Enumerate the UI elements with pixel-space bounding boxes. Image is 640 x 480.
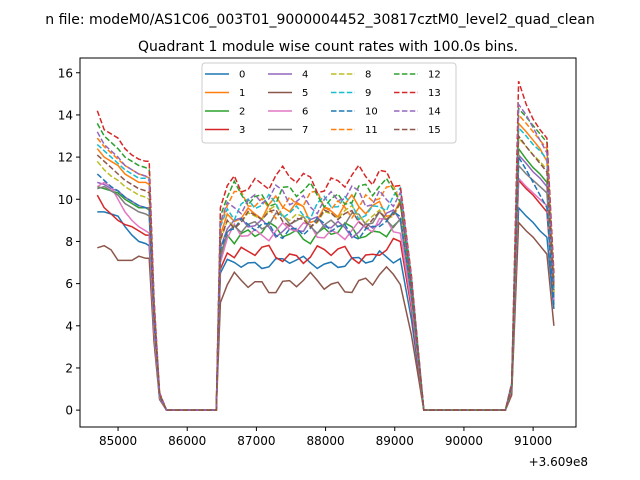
legend-label-8: 8 xyxy=(365,70,371,81)
series-line-0 xyxy=(97,205,555,411)
legend-label-5: 5 xyxy=(302,88,308,99)
series-line-9 xyxy=(96,125,555,411)
y-tick-label: 0 xyxy=(65,404,73,418)
y-tick-label: 12 xyxy=(58,151,73,165)
series-line-14 xyxy=(96,102,555,411)
y-tick-label: 14 xyxy=(58,108,73,122)
plot-frame xyxy=(79,57,577,428)
legend-label-6: 6 xyxy=(302,107,308,118)
y-tick-label: 10 xyxy=(58,193,73,207)
x-tick-label: 88000 xyxy=(306,434,344,448)
x-offset-label: +3.609e8 xyxy=(529,455,588,469)
y-axis: 0 2 4 6 8 10 12 14 16 xyxy=(58,66,80,418)
legend-label-7: 7 xyxy=(302,125,308,136)
series-line-15 xyxy=(96,133,555,411)
legend-label-3: 3 xyxy=(239,125,245,136)
x-tick-label: 85000 xyxy=(99,434,137,448)
series-line-1 xyxy=(96,121,555,411)
series-line-10 xyxy=(96,154,555,411)
series-line-3 xyxy=(96,178,555,411)
y-tick-label: 6 xyxy=(65,277,73,291)
legend-label-0: 0 xyxy=(239,70,245,81)
legend-label-12: 12 xyxy=(428,70,441,81)
series-line-12 xyxy=(96,106,555,411)
x-tick-label: 91000 xyxy=(514,434,552,448)
x-tick-label: 90000 xyxy=(445,434,483,448)
y-tick-label: 16 xyxy=(58,66,73,80)
series-line-2 xyxy=(97,146,555,411)
series-lines xyxy=(96,80,555,411)
y-tick-label: 8 xyxy=(65,235,73,249)
x-tick-label: 89000 xyxy=(376,434,414,448)
series-line-6 xyxy=(96,176,555,411)
legend-label-9: 9 xyxy=(365,88,371,99)
legend-label-1: 1 xyxy=(239,88,245,99)
figure-suptitle: n file: modeM0/AS1C06_003T01_9000004452_… xyxy=(45,12,594,28)
series-line-11 xyxy=(96,112,555,411)
legend-label-11: 11 xyxy=(365,125,378,136)
series-line-4 xyxy=(97,153,555,411)
x-tick-label: 87000 xyxy=(237,434,275,448)
legend-label-14: 14 xyxy=(428,107,441,118)
x-tick-label: 86000 xyxy=(168,434,206,448)
legend-frame xyxy=(201,62,457,144)
legend-label-13: 13 xyxy=(428,88,441,99)
series-line-8 xyxy=(96,136,555,411)
legend-label-10: 10 xyxy=(365,107,378,118)
legend-label-2: 2 xyxy=(239,107,245,118)
x-axis: 85000 86000 87000 88000 89000 90000 91000 xyxy=(99,427,552,448)
y-tick-label: 4 xyxy=(65,319,73,333)
chart-title: Quadrant 1 module wise count rates with … xyxy=(138,39,518,55)
legend-label-4: 4 xyxy=(302,70,308,81)
legend-label-15: 15 xyxy=(428,125,441,136)
y-tick-label: 2 xyxy=(65,361,73,375)
